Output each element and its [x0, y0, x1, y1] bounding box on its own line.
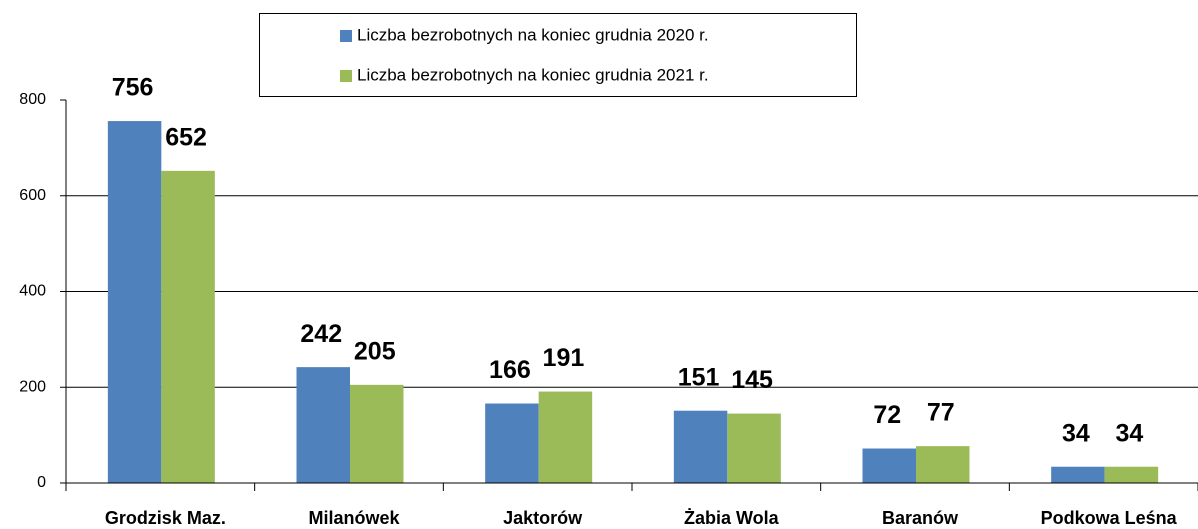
data-label: 242	[300, 320, 342, 348]
y-tick-label: 800	[19, 91, 46, 108]
bar	[1051, 466, 1105, 483]
bar	[107, 121, 162, 483]
y-tick-label: 400	[19, 283, 46, 300]
x-tick-label: Milanówek	[308, 508, 400, 528]
bar	[350, 384, 404, 483]
x-tick-label: Żabia Wola	[684, 508, 780, 528]
legend-swatch	[340, 30, 352, 42]
data-label: 145	[731, 366, 773, 394]
y-tick-label: 600	[19, 187, 46, 204]
bar	[1104, 466, 1159, 483]
legend-label: Liczba bezrobotnych na koniec grudnia 20…	[357, 25, 709, 44]
x-tick-label: Podkowa Leśna	[1041, 508, 1178, 528]
data-label: 205	[354, 337, 396, 365]
data-label: 34	[1062, 419, 1090, 447]
data-label: 151	[678, 363, 720, 391]
data-label: 77	[927, 399, 955, 427]
y-tick-label: 200	[19, 378, 46, 395]
data-label: 756	[112, 74, 154, 102]
bar	[485, 403, 539, 483]
bar	[916, 446, 970, 483]
legend-swatch	[340, 70, 352, 82]
data-label: 191	[543, 344, 585, 372]
data-label: 652	[165, 123, 207, 151]
bar	[727, 413, 781, 483]
x-tick-label: Baranów	[882, 508, 959, 528]
data-label: 34	[1116, 419, 1144, 447]
y-tick-label: 0	[37, 474, 46, 491]
bar	[862, 448, 916, 483]
bar	[673, 410, 728, 483]
bar	[161, 170, 215, 484]
legend-label: Liczba bezrobotnych na koniec grudnia 20…	[357, 65, 709, 84]
bar	[538, 391, 593, 483]
data-label: 166	[489, 356, 531, 384]
legend-box	[259, 13, 857, 97]
x-tick-label: Grodzisk Maz.	[105, 508, 226, 528]
bar	[296, 367, 350, 483]
x-tick-label: Jaktorów	[503, 508, 583, 528]
data-label: 72	[873, 401, 901, 429]
